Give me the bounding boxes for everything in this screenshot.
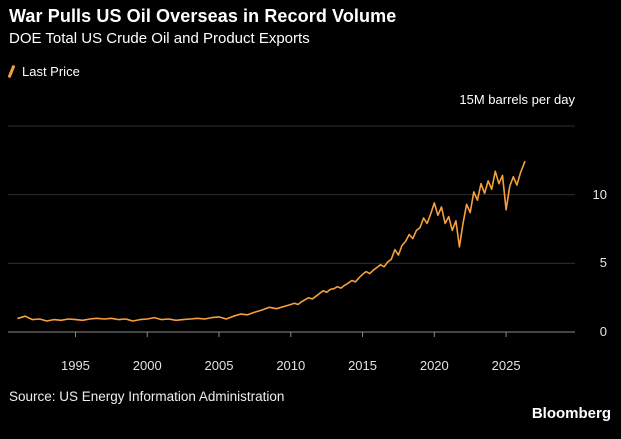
chart-title: War Pulls US Oil Overseas in Record Volu… (9, 6, 397, 26)
x-tick-label: 2020 (419, 358, 449, 373)
x-tick-label: 2005 (204, 358, 234, 373)
source-note: Source: US Energy Information Administra… (9, 389, 285, 404)
y-tick-label: 10 (592, 186, 607, 202)
x-tick-label: 2015 (348, 358, 377, 373)
y-tick-label: 0 (599, 324, 607, 339)
chart-area: 10 5 0 1995 2000 2005 2010 2015 2020 2025 (8, 112, 621, 387)
chart-subtitle: DOE Total US Crude Oil and Product Expor… (9, 30, 310, 47)
y-axis-unit-label: 15M barrels per day (459, 92, 575, 107)
line-series-marker-icon (7, 64, 16, 79)
x-tick-label: 2000 (132, 358, 162, 373)
x-tick-label: 1995 (60, 358, 90, 373)
legend-label: Last Price (22, 64, 80, 79)
x-tick-label: 2010 (276, 358, 306, 373)
line-chart-svg (8, 125, 575, 337)
legend: Last Price (7, 64, 80, 79)
y-tick-label: 5 (599, 255, 607, 271)
x-tick-label: 2025 (491, 358, 521, 373)
bloomberg-logo: Bloomberg (531, 405, 611, 422)
price-line (17, 160, 526, 322)
